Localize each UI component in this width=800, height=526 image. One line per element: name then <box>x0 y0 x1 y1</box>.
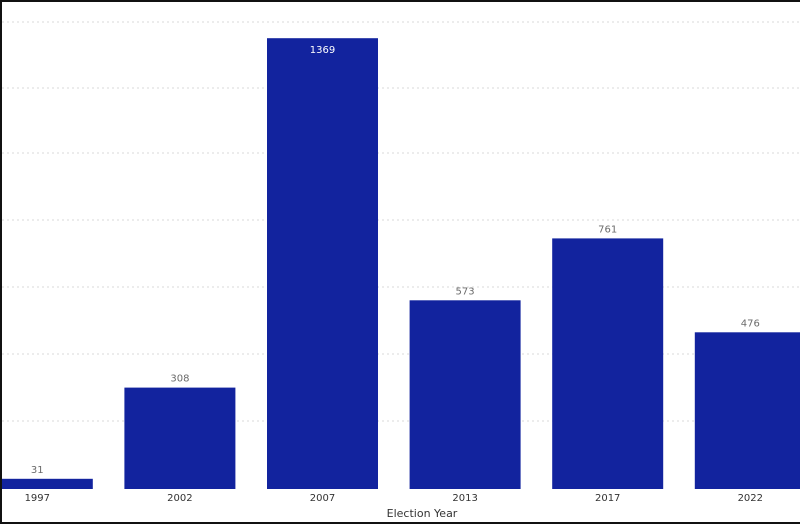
data-label-2007: 1369 <box>310 45 335 56</box>
x-tick-1997: 1997 <box>25 493 50 504</box>
bar-2017[interactable] <box>552 238 664 489</box>
data-label-2017: 761 <box>598 224 617 235</box>
data-label-2013: 573 <box>456 286 475 297</box>
x-axis-ticks: 1997 2002 2007 2013 2017 2022 <box>25 493 763 504</box>
x-tick-2002: 2002 <box>167 493 192 504</box>
x-axis-title: Election Year <box>387 507 458 520</box>
bars <box>2 38 800 489</box>
bar-2022[interactable] <box>694 332 800 489</box>
x-tick-2007: 2007 <box>310 493 335 504</box>
x-tick-2022: 2022 <box>738 493 763 504</box>
data-labels: 31 308 1369 573 761 476 <box>31 45 760 476</box>
data-label-2022: 476 <box>741 318 760 329</box>
x-tick-2017: 2017 <box>595 493 620 504</box>
bar-1997[interactable] <box>2 478 93 489</box>
bar-2002[interactable] <box>124 387 236 489</box>
bar-2013[interactable] <box>409 300 521 489</box>
gridlines <box>2 21 800 422</box>
x-tick-2013: 2013 <box>452 493 477 504</box>
bar-2007[interactable] <box>267 38 378 489</box>
data-label-2002: 308 <box>170 374 189 385</box>
data-label-1997: 31 <box>31 465 44 476</box>
